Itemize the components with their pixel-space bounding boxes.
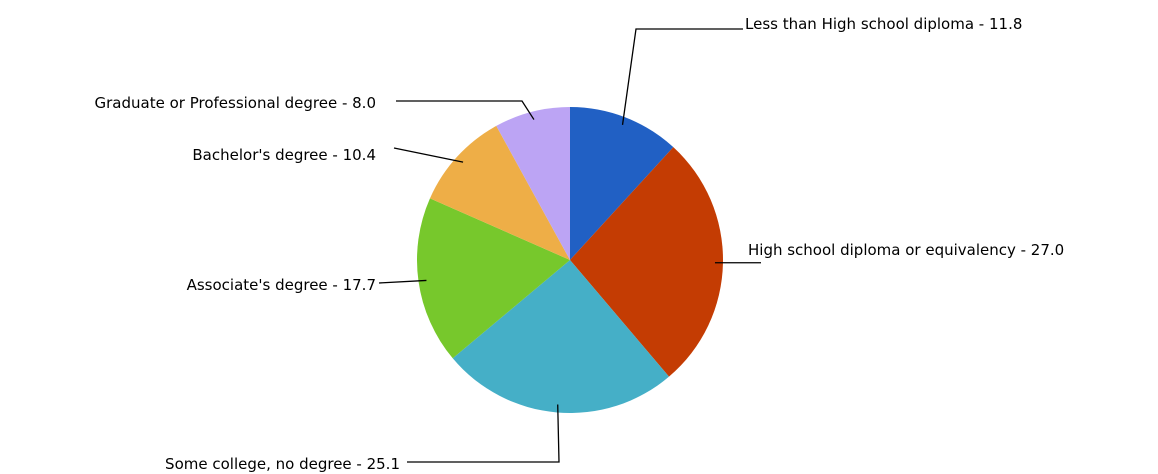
- slice-label-some-college-no-degree: Some college, no degree - 25.1: [165, 455, 400, 473]
- slice-label-graduate-or-professional-degree: Graduate or Professional degree - 8.0: [95, 94, 376, 112]
- pie-slices: [416, 107, 723, 414]
- leader-line-some-college-no-degree: [407, 404, 560, 463]
- leader-line-less-than-high-school-diploma: [621, 28, 743, 125]
- pie-slice-less-than-high-school-diploma: [570, 107, 674, 260]
- leader-lines: [378, 28, 761, 463]
- pie-slice-bachelor-s-degree: [429, 125, 570, 260]
- slice-label-high-school-diploma-or-equivalency: High school diploma or equivalency - 27.…: [748, 241, 1064, 259]
- leader-line-associate-s-degree: [378, 279, 427, 284]
- slice-label-associate-s-degree: Associate's degree - 17.7: [187, 276, 376, 294]
- leader-line-bachelor-s-degree: [393, 147, 464, 163]
- pie-slice-some-college-no-degree: [452, 260, 669, 414]
- pie-slice-graduate-or-professional-degree: [496, 107, 570, 260]
- pie-slice-high-school-diploma-or-equivalency: [570, 147, 723, 377]
- leader-line-graduate-or-professional-degree: [396, 100, 535, 120]
- slice-label-less-than-high-school-diploma: Less than High school diploma - 11.8: [745, 15, 1022, 33]
- pie-slice-associate-s-degree: [416, 198, 570, 359]
- slice-label-bachelor-s-degree: Bachelor's degree - 10.4: [192, 146, 376, 164]
- slice-labels: Less than High school diploma - 11.8 High…: [95, 15, 1065, 473]
